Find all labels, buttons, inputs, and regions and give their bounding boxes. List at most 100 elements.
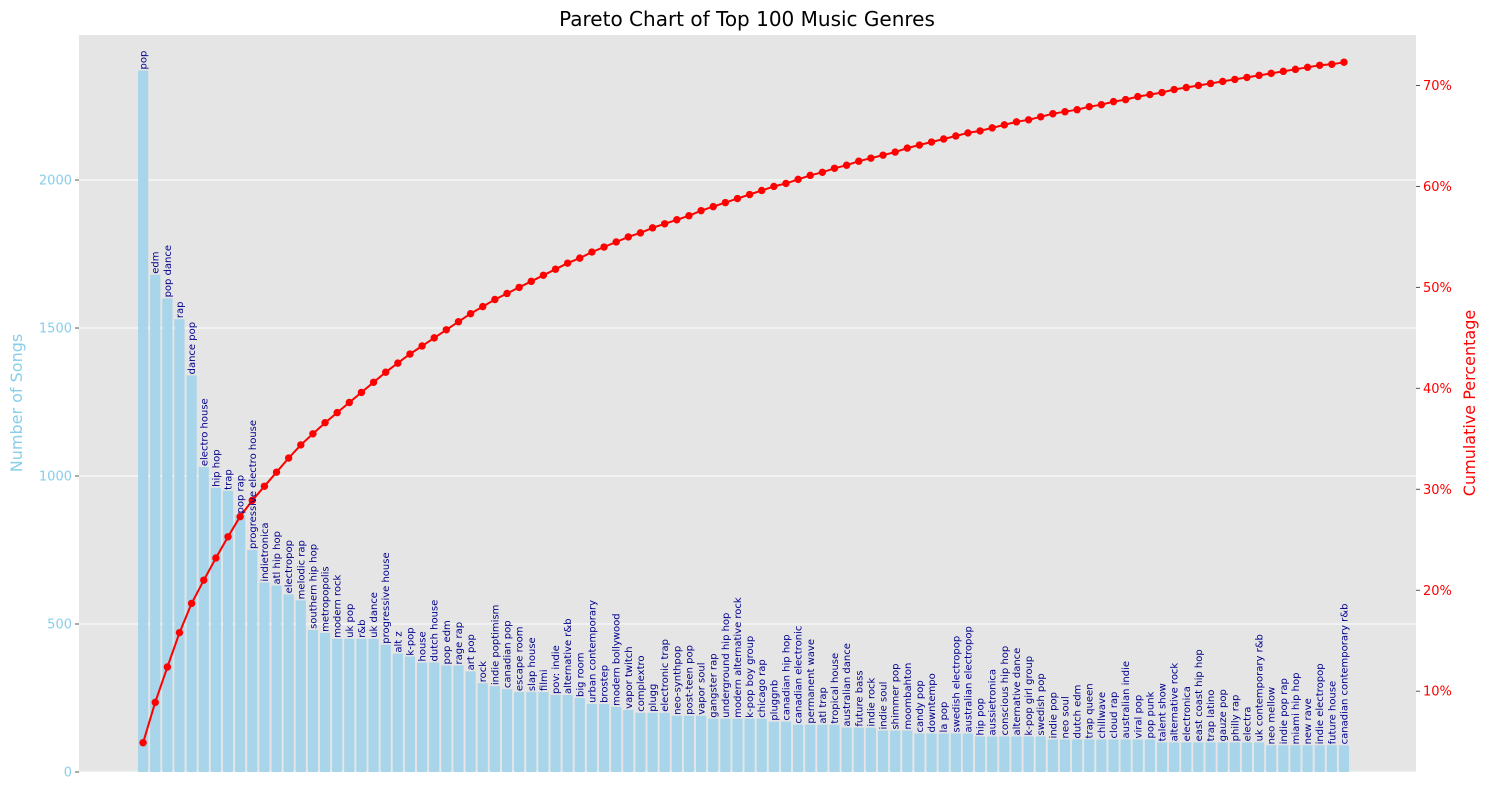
cumulative-point	[297, 441, 305, 449]
cumulative-point	[503, 289, 511, 298]
cumulative-point	[442, 326, 451, 334]
bar-label: uk pop	[345, 604, 356, 638]
cumulative-point	[576, 254, 584, 262]
y-tick-label: 2000	[39, 174, 72, 189]
bar	[162, 298, 173, 772]
bar-label: progressive electro house	[248, 420, 259, 549]
bar	[1205, 742, 1216, 772]
bar-label: metropopolis	[321, 566, 332, 632]
cumulative-point	[1012, 118, 1021, 126]
bar	[1181, 742, 1192, 772]
bar	[744, 718, 755, 772]
bar-label: canadian pop	[503, 620, 514, 688]
cumulative-point	[479, 302, 487, 311]
bar-label: aussietronica	[988, 669, 999, 736]
bar	[429, 662, 440, 772]
cumulative-point	[1170, 85, 1178, 94]
bar	[1156, 742, 1168, 772]
bar-label: indie pop rap	[1279, 678, 1290, 744]
cumulative-point	[1194, 81, 1203, 90]
bar	[319, 632, 331, 772]
cumulative-point	[284, 454, 293, 462]
cumulative-point	[175, 628, 184, 637]
bar-label: dutch edm	[1073, 685, 1084, 739]
bar	[562, 695, 573, 772]
cumulative-point	[212, 554, 220, 562]
bar	[271, 585, 282, 772]
bar-label: neo-synthpop	[672, 646, 683, 715]
bar-label: indie poptimism	[490, 605, 501, 686]
bar	[307, 629, 319, 772]
cumulative-point	[1279, 67, 1288, 76]
bar-label: future bass	[854, 670, 865, 726]
bar	[1084, 739, 1095, 772]
cumulative-line-path	[142, 61, 1345, 743]
bar	[332, 638, 343, 772]
bar	[902, 730, 913, 772]
cumulative-point	[1121, 95, 1130, 104]
cumulative-point	[272, 468, 281, 476]
cumulative-point	[1303, 63, 1312, 72]
bar-label: pop punk	[1145, 691, 1156, 738]
cumulative-point	[988, 124, 996, 132]
cumulative-point	[309, 430, 317, 438]
cumulative-point	[1158, 88, 1166, 97]
bar	[368, 638, 379, 772]
cumulative-point	[454, 318, 463, 326]
bar-label: underground hip hop	[721, 613, 732, 718]
bar-label: electro house	[199, 398, 210, 466]
bar	[877, 730, 889, 772]
cumulative-point	[1146, 90, 1154, 99]
bar-label: moombahton	[903, 663, 914, 730]
bar-label: canadian hip hop	[781, 634, 792, 720]
bar-label: escape room	[515, 627, 526, 692]
bar	[695, 715, 707, 772]
cumulative-point	[1061, 108, 1069, 116]
bar	[841, 727, 852, 772]
bar-label: edm	[151, 251, 162, 273]
bar-label: canadian electronic	[794, 626, 805, 724]
bar	[174, 319, 185, 772]
cumulative-point	[697, 206, 705, 215]
bar-label: melodic rap	[296, 540, 307, 599]
cumulative-point	[151, 698, 159, 707]
cumulative-point	[1267, 69, 1275, 78]
cumulative-point	[1243, 73, 1251, 82]
cumulative-point	[551, 265, 560, 273]
bar-label: art pop	[466, 634, 477, 670]
bar	[453, 665, 464, 772]
bar	[586, 703, 598, 772]
cumulative-point	[770, 182, 778, 191]
bar	[1326, 745, 1337, 772]
bar	[465, 671, 476, 772]
bar	[1241, 742, 1253, 772]
bar-label: atl hip hop	[272, 531, 283, 584]
bar	[732, 718, 743, 772]
bar	[950, 733, 961, 772]
bar-label: chicago rap	[757, 659, 768, 717]
cumulative-point	[867, 154, 875, 162]
cumulative-point	[939, 135, 948, 143]
cumulative-point	[236, 512, 244, 521]
bar-label: slap house	[527, 637, 538, 691]
bar	[222, 490, 234, 772]
bar	[805, 724, 816, 772]
bar	[987, 736, 998, 772]
cumulative-point	[806, 171, 814, 180]
cumulative-point	[879, 151, 887, 159]
bar-label: shimmer pop	[891, 663, 902, 729]
cumulative-point	[1255, 71, 1263, 80]
cumulative-point	[527, 277, 535, 286]
bar-label: gangster rap	[709, 653, 720, 717]
bar	[720, 718, 731, 772]
bar-label: modern bollywood	[612, 613, 623, 706]
bar	[489, 686, 500, 772]
bar-label: alternative rock	[1170, 663, 1181, 742]
bar	[1096, 739, 1107, 772]
bar-label: la pop	[939, 702, 950, 733]
bar	[659, 712, 670, 772]
cumulative-point	[1134, 92, 1142, 101]
y-tick-label: 1000	[39, 470, 72, 485]
